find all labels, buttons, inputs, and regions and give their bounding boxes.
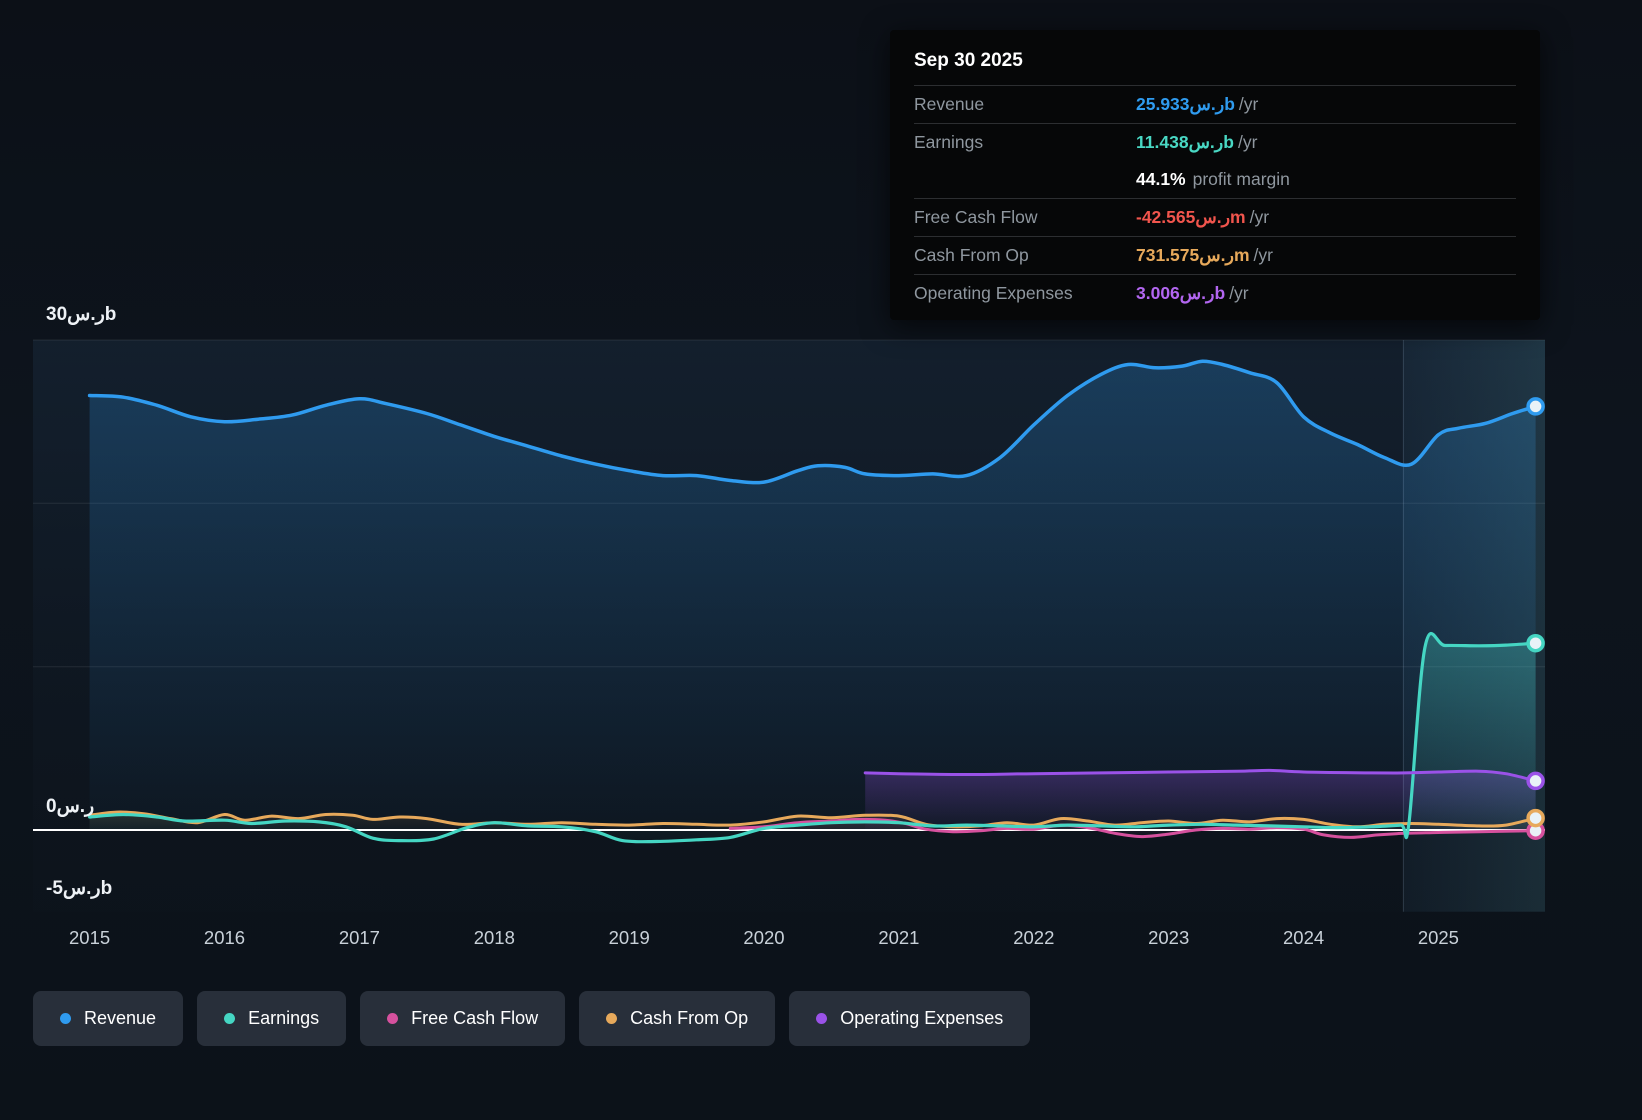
- operating-expenses-endpoint-marker: [1526, 771, 1545, 791]
- x-axis-label: 2019: [609, 927, 650, 948]
- revenue-endpoint-marker: [1526, 397, 1545, 416]
- earnings-value: 11.438ر.سb: [1136, 132, 1234, 152]
- y-axis-label-top: 30ر.سb: [46, 304, 117, 325]
- free-cash-flow-area: [730, 819, 1536, 838]
- value-suffix: /yr: [1237, 132, 1258, 152]
- free-cash-flow-dot-icon: [387, 1013, 399, 1024]
- x-axis-label: 2022: [1013, 927, 1054, 948]
- operating-expenses-area: [865, 770, 1536, 830]
- chart-tooltip: Sep 30 2025 Revenue 25.933ر.سb/yr Earnin…: [890, 30, 1540, 320]
- tooltip-row-profit-margin: 44.1% profit margin: [914, 161, 1516, 199]
- legend-item-operating-expenses[interactable]: Operating Expenses: [789, 991, 1031, 1046]
- value-suffix: /yr: [1253, 245, 1273, 265]
- x-axis-label: 2023: [1148, 927, 1189, 948]
- x-axis-label: 2016: [204, 927, 245, 948]
- tooltip-value: -42.565ر.سm/yr: [1136, 207, 1516, 228]
- tooltip-label: Operating Expenses: [914, 283, 1073, 303]
- tooltip-label: Cash From Op: [914, 245, 1029, 265]
- revenue-area: [89, 361, 1536, 830]
- x-axis-label: 2024: [1283, 927, 1324, 948]
- tooltip-date: Sep 30 2025: [914, 38, 1516, 86]
- cash-from-op-dot-icon: [606, 1013, 618, 1024]
- legend-item-free-cash-flow[interactable]: Free Cash Flow: [360, 991, 566, 1046]
- legend-label: Operating Expenses: [840, 1008, 1004, 1028]
- legend-item-earnings[interactable]: Earnings: [197, 991, 347, 1046]
- cash-from-op-endpoint-marker: [1526, 808, 1545, 828]
- tooltip-value: 44.1% profit margin: [1136, 169, 1516, 190]
- tooltip-row-earnings: Earnings 11.438ر.سb/yr: [914, 124, 1516, 161]
- revenue-value: 25.933ر.سb: [1136, 94, 1235, 114]
- value-suffix: /yr: [1238, 94, 1259, 114]
- x-axis-label: 2015: [69, 927, 110, 948]
- legend: Revenue Earnings Free Cash Flow Cash Fro…: [33, 991, 1031, 1046]
- operating-expenses-line: [863, 768, 1538, 783]
- operating-expenses-dot-icon: [816, 1013, 828, 1024]
- legend-item-revenue[interactable]: Revenue: [33, 991, 184, 1046]
- cash-from-op-value: 731.575ر.سm: [1136, 245, 1250, 265]
- tooltip-label: Revenue: [914, 94, 985, 114]
- tooltip-row-cash-from-op: Cash From Op 731.575ر.سm/yr: [914, 237, 1516, 275]
- legend-label: Cash From Op: [630, 1008, 749, 1028]
- earnings-line: [88, 631, 1538, 844]
- x-axis-label: 2018: [474, 927, 515, 948]
- earnings-endpoint-marker: [1526, 633, 1545, 653]
- value-suffix: /yr: [1249, 207, 1270, 227]
- cash-from-op-line: [88, 810, 1538, 829]
- tooltip-value: 3.006ر.سb/yr: [1136, 283, 1516, 304]
- tooltip-row-revenue: Revenue 25.933ر.سb/yr: [914, 86, 1516, 124]
- free-cash-flow-value: -42.565ر.سm: [1136, 207, 1246, 227]
- legend-item-cash-from-op[interactable]: Cash From Op: [579, 991, 776, 1046]
- y-axis-label-bottom: -5ر.سb: [46, 878, 113, 899]
- profit-margin-value: 44.1%: [1136, 169, 1186, 189]
- tooltip-label: Free Cash Flow: [914, 207, 1038, 227]
- x-axis-label: 2021: [878, 927, 919, 948]
- x-axis-label: 2017: [339, 927, 380, 948]
- profit-margin-label: profit margin: [1192, 169, 1290, 189]
- tooltip-row-operating-expenses: Operating Expenses 3.006ر.سb/yr: [914, 275, 1516, 312]
- tooltip-value: 11.438ر.سb/yr: [1136, 132, 1516, 153]
- tooltip-value: 25.933ر.سb/yr: [1136, 94, 1516, 115]
- x-axis-label: 2025: [1418, 927, 1459, 948]
- legend-label: Free Cash Flow: [411, 1008, 539, 1028]
- tooltip-row-free-cash-flow: Free Cash Flow -42.565ر.سm/yr: [914, 199, 1516, 237]
- revenue-dot-icon: [60, 1013, 71, 1024]
- value-suffix: /yr: [1229, 283, 1249, 303]
- highlight-band: [1403, 340, 1545, 912]
- operating-expenses-value: 3.006ر.سb: [1136, 283, 1226, 303]
- revenue-line: [87, 359, 1538, 485]
- earnings-dot-icon: [224, 1013, 236, 1024]
- y-axis-label-zero: 0ر.س: [46, 796, 95, 817]
- legend-label: Revenue: [84, 1008, 157, 1028]
- tooltip-label: Earnings: [914, 132, 984, 152]
- legend-label: Earnings: [248, 1008, 320, 1028]
- free-cash-flow-line: [728, 817, 1538, 839]
- tooltip-value: 731.575ر.سm/yr: [1136, 245, 1516, 266]
- x-axis-label: 2020: [743, 927, 784, 948]
